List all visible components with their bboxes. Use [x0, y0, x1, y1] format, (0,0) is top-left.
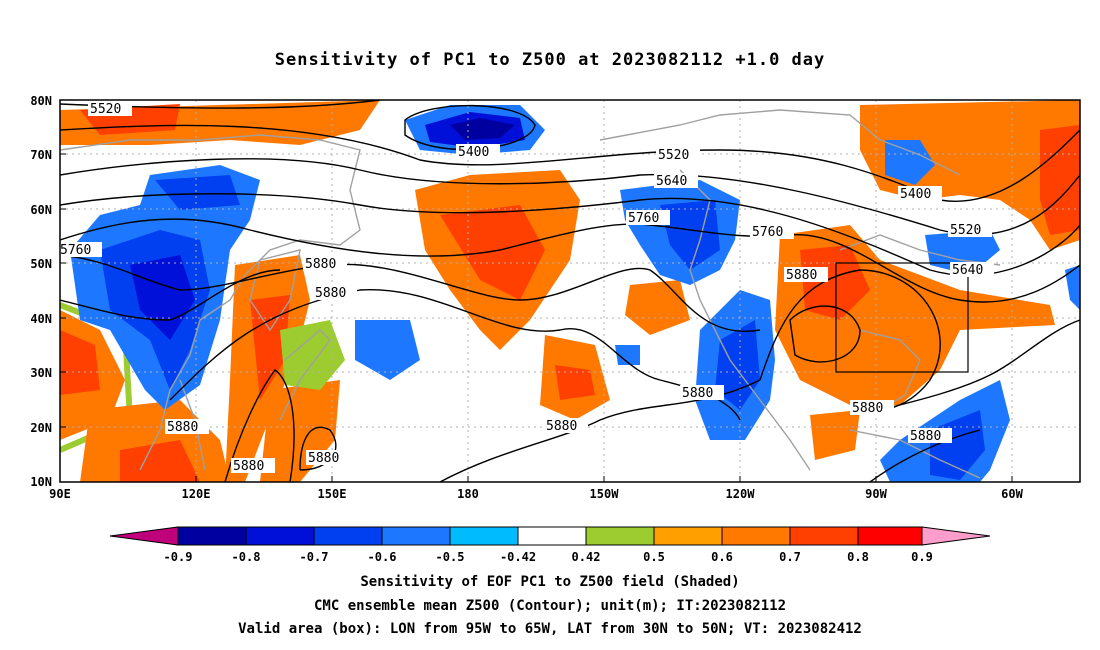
lat-label: 70N [30, 148, 52, 162]
colorbar-label: -0.7 [300, 550, 329, 564]
positive-sensitivity [60, 100, 1080, 482]
contour-label: 5760 [752, 225, 783, 240]
colorbar-label: -0.42 [500, 550, 536, 564]
shaded-field [60, 100, 1080, 482]
colorbar-swatch [313, 526, 383, 546]
lat-label: 50N [30, 257, 52, 271]
colorbar: -0.9 -0.8 -0.7 -0.6 -0.5 -0.42 0.42 0.5 … [109, 526, 991, 564]
colorbar-swatch [449, 526, 519, 546]
colorbar-swatch [789, 526, 859, 546]
colorbar-label: 0.6 [711, 550, 733, 564]
contour-label: 5760 [60, 243, 91, 258]
lon-label: 180 [457, 487, 479, 501]
colorbar-label: 0.9 [911, 550, 933, 564]
contour-label: 5880 [233, 459, 264, 474]
coastlines [60, 109, 1001, 479]
colorbar-label: -0.6 [368, 550, 397, 564]
colorbar-label: 0.8 [847, 550, 869, 564]
map-title: Sensitivity of PC1 to Z500 at 2023082112… [274, 50, 826, 70]
axis-ticks [60, 99, 1013, 483]
lon-label: 90W [865, 487, 887, 501]
contour-label: 5520 [90, 102, 121, 117]
contour-label: 5880 [546, 419, 577, 434]
colorbar-label: -0.8 [232, 550, 261, 564]
colorbar-label: 0.5 [643, 550, 665, 564]
lat-label: 10N [30, 475, 52, 489]
colorbar-swatch [381, 526, 451, 546]
lon-label: 120W [726, 487, 756, 501]
colorbar-swatch [177, 526, 247, 546]
lat-label: 60N [30, 203, 52, 217]
contour-label: 5880 [682, 386, 713, 401]
lon-label: 150W [590, 487, 620, 501]
lat-label: 20N [30, 421, 52, 435]
contour-label: 5520 [658, 148, 689, 163]
contour-label: 5880 [305, 257, 336, 272]
colorbar-over-triangle [921, 526, 991, 546]
colorbar-swatch [585, 526, 655, 546]
lon-label: 60W [1001, 487, 1023, 501]
lon-label: 90E [49, 487, 71, 501]
lon-label: 150E [318, 487, 347, 501]
contour-label: 5400 [900, 187, 931, 202]
longitude-axis: 90E 120E 150E 180 150W 120W 90W 60W [49, 487, 1023, 501]
contour-label: 5640 [656, 174, 687, 189]
footer-line-shaded: Sensitivity of EOF PC1 to Z500 field (Sh… [360, 574, 740, 590]
colorbar-label: 0.7 [779, 550, 801, 564]
colorbar-swatch [517, 526, 587, 546]
contour-label: 5760 [628, 211, 659, 226]
colorbar-swatch [857, 526, 923, 546]
contour-label: 5400 [458, 145, 489, 160]
colorbar-label: -0.9 [164, 550, 193, 564]
contour-label: 5880 [786, 268, 817, 283]
contour-label: 5880 [910, 429, 941, 444]
contour-label: 5880 [315, 286, 346, 301]
colorbar-label: -0.5 [436, 550, 465, 564]
colorbar-swatch [653, 526, 723, 546]
negative-sensitivity [70, 105, 1080, 482]
lat-label: 40N [30, 312, 52, 326]
lat-label: 30N [30, 366, 52, 380]
colorbar-swatch [245, 526, 315, 546]
contour-label: 5880 [852, 401, 883, 416]
contour-label: 5880 [308, 451, 339, 466]
contour-label: 5640 [952, 263, 983, 278]
valid-area-box [835, 262, 969, 373]
contour-label: 5520 [950, 223, 981, 238]
lat-label: 80N [30, 94, 52, 108]
contour-labels: 5520 5400 5520 5640 5760 5760 5760 5880 … [58, 101, 994, 474]
plot-frame [59, 99, 1081, 483]
footer-line-valid-area: Valid area (box): LON from 95W to 65W, L… [238, 621, 862, 637]
footer-line-contour: CMC ensemble mean Z500 (Contour); unit(m… [313, 598, 786, 614]
colorbar-label: 0.42 [572, 550, 601, 564]
latitude-axis: 80N 70N 60N 50N 40N 30N 20N 10N [30, 94, 52, 489]
lon-label: 120E [182, 487, 211, 501]
contour-label: 5880 [167, 420, 198, 435]
colorbar-swatch [721, 526, 791, 546]
colorbar-under-triangle [109, 526, 179, 546]
